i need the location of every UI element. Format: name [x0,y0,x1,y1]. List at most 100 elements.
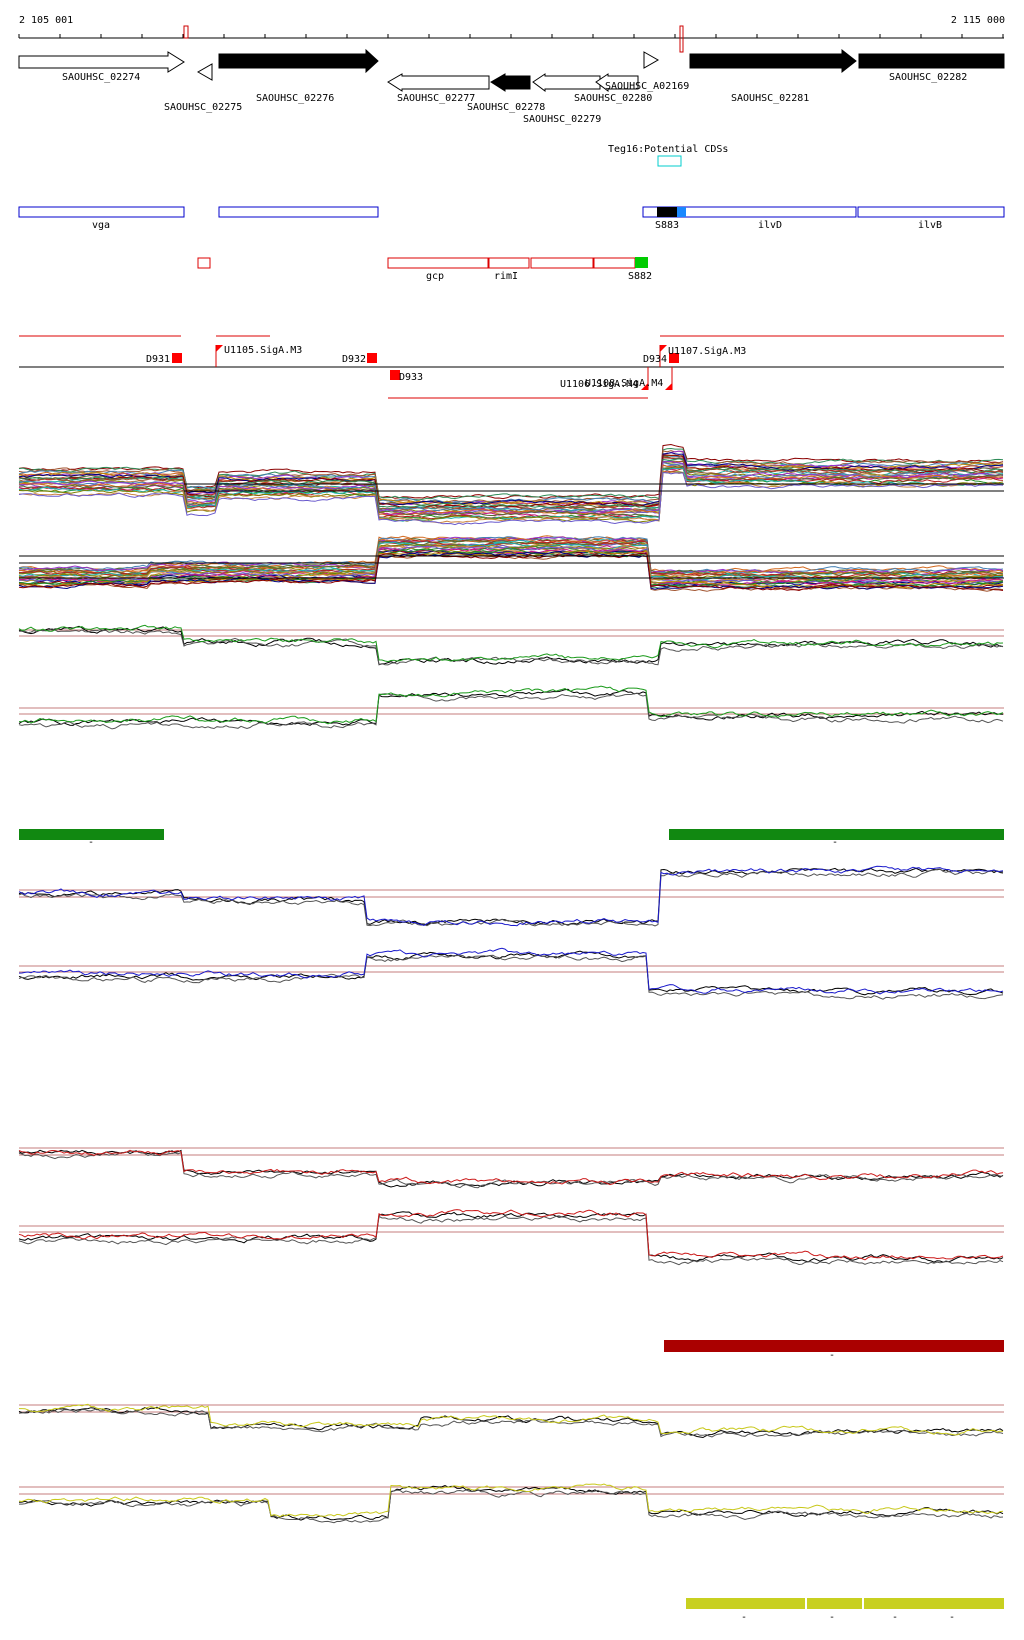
gene-label: SAOUHSC_02282 [889,72,967,83]
operon-label: S882 [628,271,652,282]
condition-trace [18,868,1004,927]
tss-label: D932 [342,354,366,365]
gene-arrow[interactable] [689,48,857,74]
gene-label: SAOUHSC_02278 [467,102,545,113]
srna-box[interactable] [677,207,686,217]
srna-box[interactable] [657,207,677,217]
gene-label: SAOUHSC_02275 [164,102,242,113]
condition-trace [18,1215,1004,1266]
tss-marker[interactable] [216,345,223,352]
tss-marker[interactable] [172,353,182,363]
expression-line [18,465,1004,518]
green-condition-tracks [18,624,1004,730]
ruler-marker [679,25,684,53]
gene-label: SAOUHSC_02276 [256,93,334,104]
expression-line [18,538,1004,579]
gene-arrow[interactable] [595,73,639,92]
condition-trace [18,950,1004,996]
condition-trace [18,624,1004,663]
tss-label: U1106.SigA.M4 [560,379,638,390]
gene-arrow[interactable] [858,53,1005,69]
operon-box[interactable] [642,206,857,218]
expression-line [18,536,1004,576]
band-mark: - [88,837,94,848]
operon-label: S883 [655,220,679,231]
expression-line [18,538,1004,578]
operon-box[interactable] [488,257,530,269]
band-mark: - [832,837,838,848]
tss-marker[interactable] [367,353,377,363]
condition-trace [18,1209,1004,1261]
expression-line [18,467,1004,522]
expression-line [18,545,1003,584]
red-bands: - [664,1340,1004,1361]
region-band[interactable] [807,1598,862,1609]
operon-box[interactable] [18,206,185,218]
operon-track-red: gcp rimI S882 [197,257,652,282]
region-band[interactable] [864,1598,1004,1609]
region-band[interactable] [664,1340,1004,1352]
coordinate-ruler: 2 105 001 2 115 000 [18,15,1005,53]
band-mark: - [829,1350,835,1361]
condition-trace [18,628,1004,666]
gene-label: SAOUHSC_A02169 [605,81,689,92]
band-mark: - [949,1612,955,1623]
expression-line [18,536,1004,574]
ruler-end-label: 2 115 000 [951,15,1005,26]
band-mark: - [829,1612,835,1623]
expression-line [18,454,1004,510]
tss-label: U1108.SigA.M4 [585,378,663,389]
tss-label: D933 [399,372,423,383]
operon-label: gcp [426,271,444,282]
expression-line [18,443,1004,500]
condition-trace [18,954,1004,1000]
operon-box[interactable] [857,206,1005,218]
condition-trace [18,692,1004,730]
gene-arrow[interactable] [196,63,213,81]
gene-label: SAOUHSC_02279 [523,114,601,125]
tss-marker[interactable] [660,345,667,352]
tss-marker[interactable] [665,383,672,390]
ruler-ticks [18,34,1004,38]
gene-arrow[interactable] [532,73,601,92]
tss-marker[interactable] [390,370,400,380]
gene-label: SAOUHSC_02280 [574,93,652,104]
gene-arrow[interactable] [18,51,185,73]
gene-arrow[interactable] [218,48,379,74]
gene-arrow[interactable] [387,73,490,92]
expression-line [18,472,1004,526]
expression-line [18,545,1004,585]
operon-box[interactable] [530,257,594,269]
srna-box[interactable] [635,257,648,268]
condition-trace [18,1406,1004,1439]
tss-marker[interactable] [669,353,679,363]
ruler-start-label: 2 105 001 [19,15,73,26]
tss-marker[interactable] [641,383,648,390]
gene-arrow[interactable] [490,73,531,92]
operon-box[interactable] [218,206,379,218]
operon-box[interactable] [593,257,636,269]
operon-box[interactable] [197,257,211,269]
expression-line [18,447,1004,501]
operon-label: vga [92,220,110,231]
gene-label: SAOUHSC_02277 [397,93,475,104]
region-band[interactable] [686,1598,805,1609]
tss-label: D934 [643,354,667,365]
condition-trace [18,865,1004,927]
region-band[interactable] [19,829,164,840]
operon-label: rimI [494,271,518,282]
condition-trace [18,1211,1004,1263]
operon-track-blue: vga S883 ilvD ilvB [18,206,1005,231]
potential-cds-label: Teg16:Potential CDSs [608,144,728,155]
yellow-condition-tracks [18,1403,1004,1524]
expression-line [18,460,1004,515]
potential-cds-box[interactable] [657,155,682,167]
operon-label: ilvB [918,220,942,231]
gene-arrow[interactable] [643,51,660,69]
region-band[interactable] [669,829,1004,840]
red-condition-tracks [18,1147,1004,1266]
condition-trace [18,1149,1004,1186]
operon-box[interactable] [387,257,489,269]
gene-track: SAOUHSC_02274 SAOUHSC_02275 SAOUHSC_0227… [18,48,1005,125]
